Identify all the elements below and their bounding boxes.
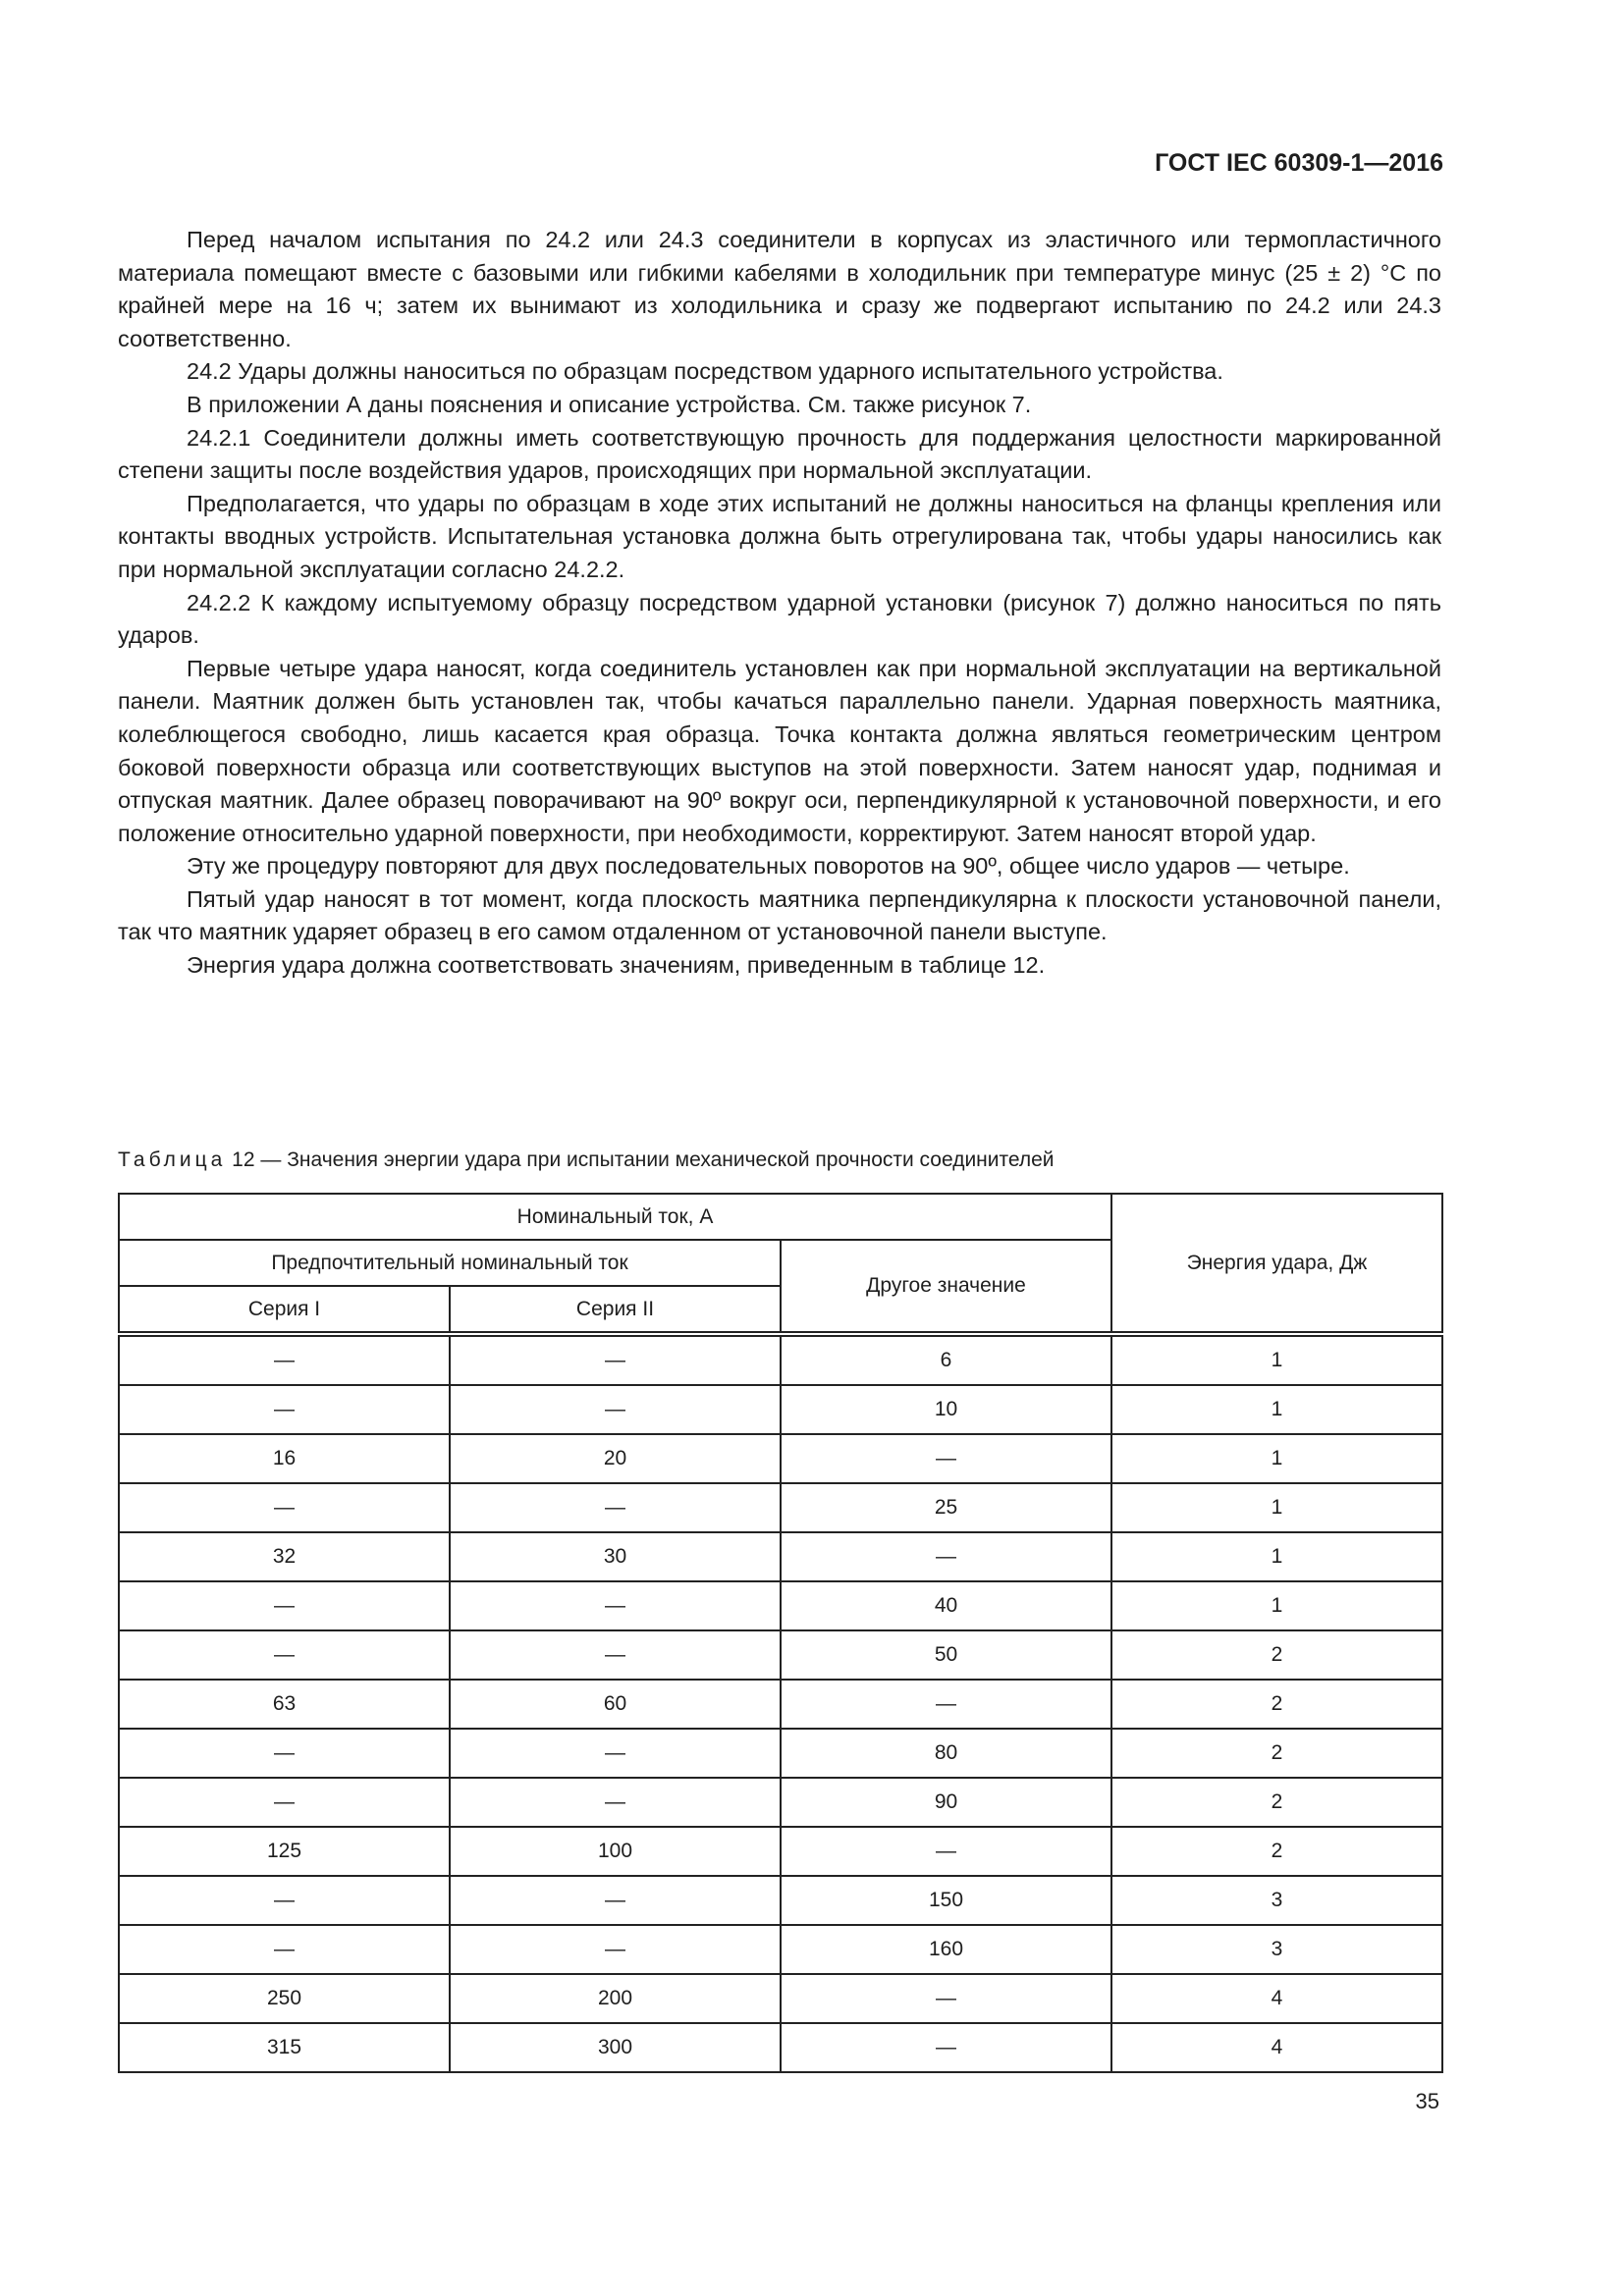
body-text: Перед началом испытания по 24.2 или 24.3… [118, 224, 1441, 983]
cell-series-2: — [449, 1777, 782, 1828]
table-row: — —50 2 [118, 1629, 1443, 1681]
cell-series-1: 32 [118, 1531, 451, 1582]
cell-energy: 4 [1110, 2022, 1443, 2073]
paragraph: Эту же процедуру повторяют для двух посл… [187, 853, 1350, 880]
cell-other-value: 50 [780, 1629, 1112, 1681]
paragraph: Предполагается, что удары по образцам в … [118, 490, 1441, 582]
cell-series-2: — [449, 1875, 782, 1926]
cell-series-2: — [449, 1580, 782, 1631]
header-series-2: Серия II [449, 1285, 782, 1335]
cell-series-2: — [449, 1482, 782, 1533]
cell-other-value: 40 [780, 1580, 1112, 1631]
cell-other-value: 80 [780, 1728, 1112, 1779]
cell-series-2: — [449, 1924, 782, 1975]
table-row: — —25 1 [118, 1482, 1443, 1533]
header-preferred: Предпочтительный номинальный ток [118, 1239, 782, 1287]
cell-energy: 1 [1110, 1331, 1443, 1386]
cell-series-2: — [449, 1331, 782, 1386]
cell-series-1: — [118, 1482, 451, 1533]
cell-series-2: 300 [449, 2022, 782, 2073]
table-row: — —150 3 [118, 1875, 1443, 1926]
cell-series-1: — [118, 1384, 451, 1435]
cell-series-1: — [118, 1924, 451, 1975]
cell-series-2: — [449, 1384, 782, 1435]
cell-energy: 2 [1110, 1629, 1443, 1681]
cell-other-value: — [780, 1433, 1112, 1484]
table-row: — —6 1 [118, 1331, 1443, 1386]
paragraph: Перед началом испытания по 24.2 или 24.3… [118, 227, 1441, 351]
table-caption: Таблица 12 — Значения энергии удара при … [118, 1148, 1055, 1172]
cell-energy: 1 [1110, 1531, 1443, 1582]
table-caption-label: Таблица [118, 1148, 227, 1171]
cell-energy: 1 [1110, 1482, 1443, 1533]
cell-series-1: — [118, 1331, 451, 1386]
cell-other-value: 150 [780, 1875, 1112, 1926]
table-row: — —10 1 [118, 1384, 1443, 1435]
cell-energy: 2 [1110, 1728, 1443, 1779]
cell-energy: 3 [1110, 1875, 1443, 1926]
header-other-value: Другое значение [780, 1239, 1112, 1335]
header-nominal-current: Номинальный ток, А [118, 1193, 1112, 1241]
cell-series-1: 63 [118, 1679, 451, 1730]
cell-series-1: — [118, 1629, 451, 1681]
table-row: — —80 2 [118, 1728, 1443, 1779]
cell-other-value: 10 [780, 1384, 1112, 1435]
cell-other-value: 25 [780, 1482, 1112, 1533]
header-energy: Энергия удара, Дж [1110, 1193, 1443, 1335]
cell-other-value: 160 [780, 1924, 1112, 1975]
table-body: — —6 1— —10 1 16 20—1— —25 1 32 30—1— —40 1— —50 2 63 60… [118, 1331, 1443, 2073]
cell-energy: 1 [1110, 1433, 1443, 1484]
paragraph: 24.2.2 К каждому испытуемому образцу пос… [118, 589, 1441, 649]
table-row: 63 60—2 [118, 1679, 1443, 1730]
paragraph: Пятый удар наносят в тот момент, когда п… [118, 885, 1441, 945]
cell-series-2: 200 [449, 1973, 782, 2024]
table-row: 315 300—4 [118, 2022, 1443, 2073]
cell-series-2: 60 [449, 1679, 782, 1730]
cell-series-1: — [118, 1728, 451, 1779]
cell-other-value: — [780, 1679, 1112, 1730]
cell-energy: 4 [1110, 1973, 1443, 2024]
cell-energy: 2 [1110, 1777, 1443, 1828]
cell-series-2: — [449, 1629, 782, 1681]
cell-series-1: 315 [118, 2022, 451, 2073]
cell-series-2: 100 [449, 1826, 782, 1877]
page-number: 35 [1415, 2089, 1439, 2113]
cell-other-value: 6 [780, 1331, 1112, 1386]
cell-other-value: — [780, 1826, 1112, 1877]
table-row: 16 20—1 [118, 1433, 1443, 1484]
paragraph: В приложении А даны пояснения и описание… [187, 391, 1032, 417]
impact-energy-table: Номинальный ток, А Энергия удара, Дж Пре… [118, 1193, 1443, 2073]
cell-other-value: — [780, 1531, 1112, 1582]
cell-energy: 3 [1110, 1924, 1443, 1975]
table-row: 250 200—4 [118, 1973, 1443, 2024]
cell-energy: 2 [1110, 1826, 1443, 1877]
table-row: — —40 1 [118, 1580, 1443, 1631]
paragraph: 24.2.1 Соединители должны иметь соответс… [118, 424, 1441, 484]
cell-series-1: — [118, 1580, 451, 1631]
cell-series-1: 250 [118, 1973, 451, 2024]
table-row: 32 30—1 [118, 1531, 1443, 1582]
paragraph: Энергия удара должна соответствовать зна… [187, 952, 1046, 979]
cell-series-2: 20 [449, 1433, 782, 1484]
table-row: — —90 2 [118, 1777, 1443, 1828]
table-caption-text: 12 — Значения энергии удара при испытани… [226, 1148, 1055, 1171]
cell-other-value: — [780, 2022, 1112, 2073]
cell-series-1: — [118, 1777, 451, 1828]
cell-series-2: — [449, 1728, 782, 1779]
paragraph: Первые четыре удара наносят, когда соеди… [118, 655, 1441, 846]
cell-energy: 2 [1110, 1679, 1443, 1730]
table-row: 125 100—2 [118, 1826, 1443, 1877]
paragraph: 24.2 Удары должны наноситься по образцам… [187, 358, 1223, 385]
document-id-header: ГОСТ IEC 60309-1—2016 [1155, 149, 1443, 177]
cell-series-2: 30 [449, 1531, 782, 1582]
table-row: — —160 3 [118, 1924, 1443, 1975]
cell-series-1: 125 [118, 1826, 451, 1877]
cell-other-value: 90 [780, 1777, 1112, 1828]
header-series-1: Серия I [118, 1285, 451, 1335]
cell-series-1: — [118, 1875, 451, 1926]
cell-series-1: 16 [118, 1433, 451, 1484]
cell-energy: 1 [1110, 1580, 1443, 1631]
cell-other-value: — [780, 1973, 1112, 2024]
cell-energy: 1 [1110, 1384, 1443, 1435]
